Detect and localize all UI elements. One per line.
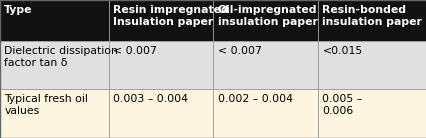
Bar	[0, 89, 109, 138]
Bar	[109, 89, 213, 138]
Text: < 0.007: < 0.007	[113, 46, 157, 56]
Text: Typical fresh oil
values: Typical fresh oil values	[4, 94, 88, 116]
Text: 0.002 – 0.004: 0.002 – 0.004	[217, 94, 292, 104]
Bar	[109, 41, 213, 89]
Text: Resin-bonded
insulation paper: Resin-bonded insulation paper	[322, 5, 421, 27]
Text: 0.005 –
0.006: 0.005 – 0.006	[322, 94, 362, 116]
Bar	[317, 0, 426, 41]
Bar	[109, 0, 213, 41]
Bar	[213, 89, 317, 138]
Bar	[213, 41, 317, 89]
Text: Resin impregnated
Insulation paper: Resin impregnated Insulation paper	[113, 5, 228, 27]
Text: Type: Type	[4, 5, 33, 15]
Text: Dielectric dissipation
factor tan δ: Dielectric dissipation factor tan δ	[4, 46, 118, 68]
Bar	[317, 41, 426, 89]
Text: Oil-impregnated
insulation paper: Oil-impregnated insulation paper	[217, 5, 317, 27]
Text: 0.003 – 0.004: 0.003 – 0.004	[113, 94, 188, 104]
Bar	[0, 41, 109, 89]
Text: < 0.007: < 0.007	[217, 46, 261, 56]
Bar	[213, 0, 317, 41]
Bar	[317, 89, 426, 138]
Bar	[0, 0, 109, 41]
Text: <0.015: <0.015	[322, 46, 362, 56]
